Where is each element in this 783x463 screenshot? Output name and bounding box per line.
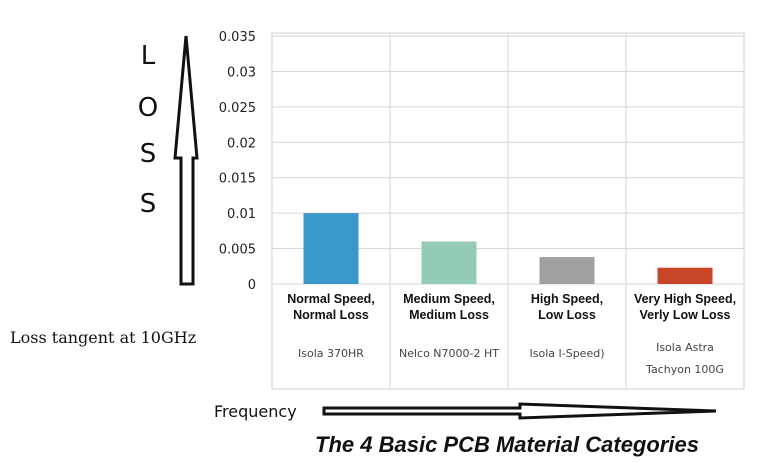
bar [421, 241, 477, 284]
loss-tangent-note: Loss tangent at 10GHz [10, 328, 197, 347]
gridlines [272, 33, 744, 389]
product-label: Isola I-Speed) [530, 347, 605, 360]
bar [303, 213, 359, 284]
category-label: Low Loss [538, 308, 596, 322]
bar [539, 257, 595, 284]
loss-letter-3: S [140, 139, 157, 169]
chart-title: The 4 Basic PCB Material Categories [315, 432, 699, 457]
y-tick-labels: 0.035 0.03 0.025 0.02 0.015 0.01 0.005 0 [219, 30, 256, 293]
category-labels: Normal Speed, Normal Loss Isola 370HR Mediu… [287, 292, 736, 376]
product-label: Tachyon 100G [645, 363, 724, 376]
x-axis-label: Frequency [214, 402, 297, 421]
loss-letter-4: S [140, 189, 157, 219]
loss-letter-2: O [138, 93, 158, 123]
bar [657, 267, 713, 284]
loss-arrow [173, 35, 199, 286]
bars [303, 213, 713, 284]
y-tick-label: 0.02 [227, 136, 256, 151]
category-label: Very High Speed, [634, 292, 736, 306]
product-label: Isola 370HR [298, 347, 364, 360]
product-label: Isola Astra [656, 341, 714, 354]
category-label: Verly Low Loss [639, 308, 730, 322]
category-label: Medium Loss [409, 308, 489, 322]
y-tick-label: 0.015 [219, 172, 256, 187]
category-label: High Speed, [531, 292, 603, 306]
product-label: Nelco N7000-2 HT [399, 347, 499, 360]
category-label: Normal Loss [293, 308, 369, 322]
y-tick-label: 0.025 [219, 101, 256, 116]
y-tick-label: 0.035 [219, 30, 256, 45]
loss-letter-1: L [141, 41, 156, 71]
category-label: Medium Speed, [403, 292, 495, 306]
category-label: Normal Speed, [287, 292, 375, 306]
y-tick-label: 0.01 [227, 207, 256, 222]
frequency-arrow [322, 402, 717, 420]
y-tick-label: 0 [248, 278, 256, 293]
y-tick-label: 0.005 [219, 243, 256, 258]
y-tick-label: 0.03 [227, 65, 256, 80]
